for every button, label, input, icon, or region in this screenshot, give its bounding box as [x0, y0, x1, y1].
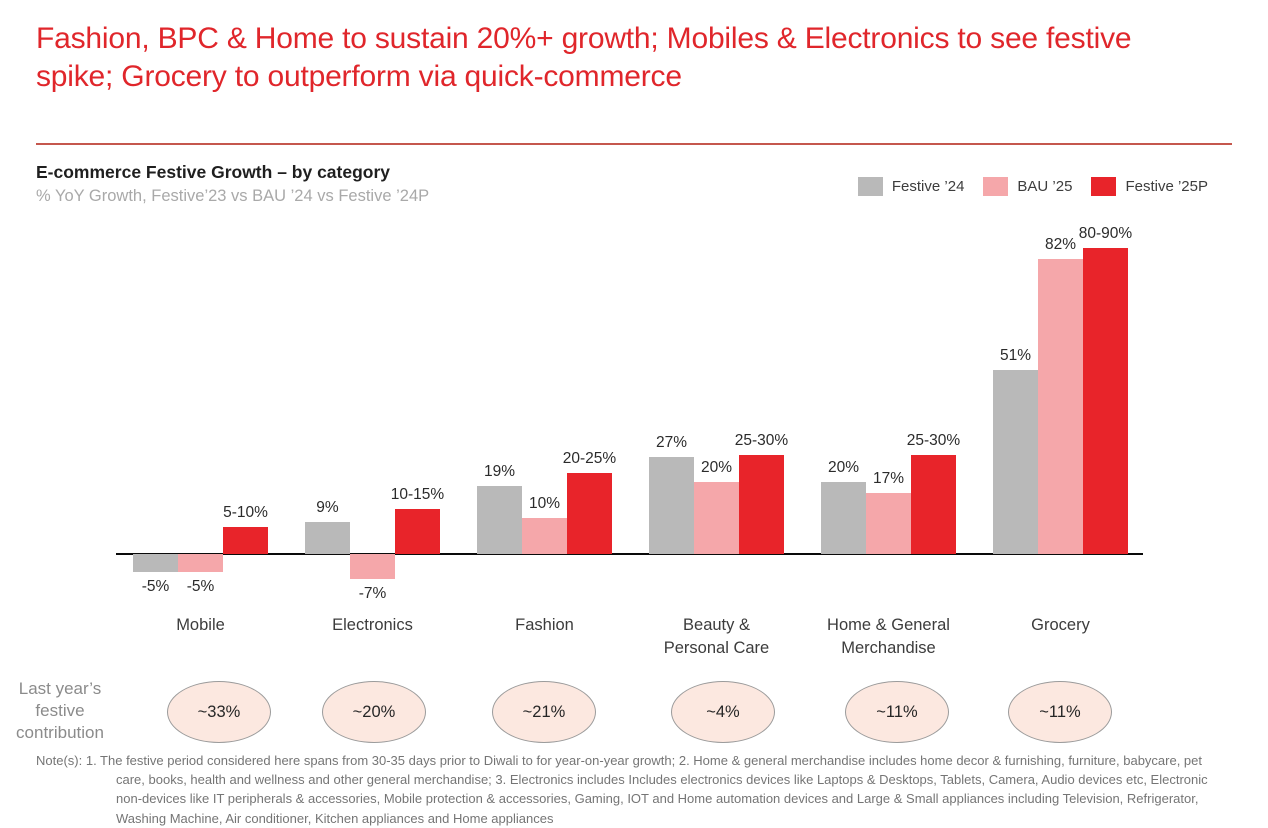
bar-value-label: -7%: [358, 585, 387, 602]
bar: [522, 518, 567, 554]
legend-swatch: [1091, 177, 1117, 196]
bar: [1038, 259, 1083, 554]
category-label: Home & General Merchandise: [827, 616, 950, 657]
bar-group: 9% -7% 10-15%: [305, 228, 444, 602]
contribution-row: Last year’s festive contribution ~33% ~20…: [0, 676, 1268, 746]
bar: [305, 522, 350, 554]
bar: [395, 509, 440, 554]
bar-value-label: 51%: [999, 347, 1032, 364]
bar-value-label: 10-15%: [390, 486, 445, 503]
bar-group: 20% 17% 25-30%: [821, 228, 960, 554]
bar-value-label: 25-30%: [906, 432, 961, 449]
contribution-label: Last year’s festive contribution: [16, 679, 104, 742]
bar-value-label: 19%: [483, 463, 516, 480]
bar-group: 51% 82% 80-90%: [993, 225, 1132, 554]
category-axis: Mobile Electronics Fashion Beauty & Persona…: [116, 614, 1143, 666]
legend-label: Festive ’25P: [1125, 178, 1208, 195]
bar-value-label: -5%: [141, 578, 170, 595]
x-axis-line: [116, 553, 1143, 555]
contribution-bubble: ~11%: [845, 681, 949, 743]
contribution-bubble: ~11%: [1008, 681, 1112, 743]
legend: Festive ’24 BAU ’25 Festive ’25P: [857, 177, 1208, 196]
bar: [223, 527, 268, 554]
bar-value-label: 5-10%: [223, 504, 268, 521]
contribution-bubble: ~4%: [671, 681, 775, 743]
bar-value-label: 10%: [528, 495, 561, 512]
bar-group: 19% 10% 20-25%: [477, 228, 616, 554]
legend-item: Festive ’25P: [1091, 177, 1208, 196]
bar: [911, 455, 956, 554]
legend-swatch: [857, 177, 883, 196]
bar: [821, 482, 866, 554]
footnotes: Note(s): 1. The festive period considere…: [36, 753, 1208, 826]
bar-value-label: 17%: [872, 470, 905, 487]
bar: [350, 554, 395, 579]
chart-subtitle: % YoY Growth, Festive’23 vs BAU ’24 vs F…: [36, 187, 430, 205]
category-label: Fashion: [515, 616, 574, 634]
bar-value-label: 20%: [827, 459, 860, 476]
bar: [477, 486, 522, 554]
bar: [1083, 248, 1128, 554]
bar: [993, 370, 1038, 554]
bar: [694, 482, 739, 554]
bar-value-label: 27%: [655, 434, 688, 451]
contribution-bubble: ~33%: [167, 681, 271, 743]
bar-value-label: -5%: [186, 578, 215, 595]
bar-value-label: 20-25%: [562, 450, 617, 467]
bar-group: 27% 20% 25-30%: [649, 228, 788, 554]
legend-label: BAU ’25: [1017, 178, 1073, 195]
title-divider: [36, 143, 1232, 145]
bar-value-label: 80-90%: [1078, 225, 1133, 242]
contribution-bubble: ~20%: [322, 681, 426, 743]
bar: [567, 473, 612, 554]
contribution-bubble: ~21%: [492, 681, 596, 743]
bar-group: -5% -5% 5-10%: [133, 228, 268, 595]
bar-value-label: 25-30%: [734, 432, 789, 449]
category-label: Beauty & Personal Care: [663, 616, 770, 657]
bar-value-label: 82%: [1044, 236, 1077, 253]
category-label: Mobile: [176, 616, 225, 634]
chart-title: E-commerce Festive Growth – by category: [36, 162, 391, 182]
bar-value-label: 9%: [316, 499, 339, 516]
legend-item: Festive ’24: [857, 177, 965, 196]
legend-swatch: [983, 177, 1009, 196]
legend-label: Festive ’24: [891, 178, 965, 195]
chart-plot: -5% -5% 5-10% 9% -7% 10-15% 19% 10% 20-25% 27% 20%…: [116, 225, 1143, 602]
bar-value-label: 20%: [700, 459, 733, 476]
bar: [866, 493, 911, 554]
category-label: Electronics: [332, 616, 413, 634]
page-title: Fashion, BPC & Home to sustain 20%+ grow…: [36, 22, 1132, 93]
bar: [133, 554, 178, 572]
bar: [178, 554, 223, 572]
legend-item: BAU ’25: [983, 177, 1072, 196]
category-label: Grocery: [1031, 616, 1090, 634]
bar: [739, 455, 784, 554]
bar: [649, 457, 694, 554]
